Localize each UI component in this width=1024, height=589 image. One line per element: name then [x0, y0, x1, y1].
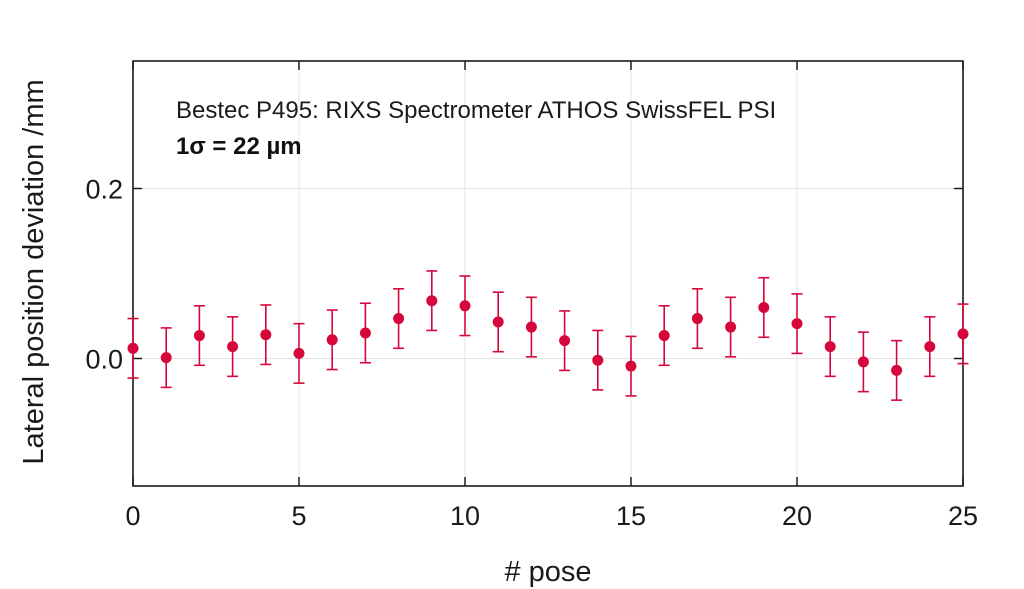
axis-ticks — [132, 61, 964, 486]
data-point — [924, 341, 936, 353]
data-point — [160, 352, 172, 364]
data-point — [592, 354, 604, 366]
data-point — [227, 341, 239, 353]
data-point — [691, 313, 703, 325]
y-tick-label: 0.2 — [85, 175, 123, 205]
x-tick-label: 0 — [125, 501, 140, 531]
data-point — [127, 342, 139, 354]
x-tick-label: 25 — [948, 501, 978, 531]
data-point — [459, 300, 471, 312]
data-point — [725, 321, 737, 333]
x-tick-label: 10 — [450, 501, 480, 531]
x-axis-label: # pose — [504, 556, 591, 588]
data-point — [260, 329, 272, 341]
data-point — [791, 318, 803, 330]
data-point — [393, 313, 405, 325]
y-tick-label: 0.0 — [85, 345, 123, 375]
data-point — [193, 330, 205, 342]
data-point — [857, 356, 869, 368]
x-tick-label: 5 — [291, 501, 306, 531]
annotation-sigma: 1σ = 22 µm — [176, 133, 302, 160]
data-point — [625, 360, 637, 372]
y-axis-label: Lateral position deviation /mm — [18, 79, 50, 464]
data-point — [293, 347, 305, 359]
data-point — [326, 334, 338, 346]
x-tick-label: 20 — [782, 501, 812, 531]
x-tick-label: 15 — [616, 501, 646, 531]
data-point — [359, 327, 371, 339]
data-point — [525, 321, 537, 333]
data-point — [824, 341, 836, 353]
data-point — [758, 302, 770, 313]
error-bars — [127, 270, 969, 401]
data-point — [891, 364, 903, 376]
tick-labels: 0 5 10 15 20 25 0.0 0.2 — [85, 175, 978, 532]
data-point — [426, 295, 438, 307]
data-point — [957, 328, 969, 340]
data-point — [492, 316, 504, 328]
annotation-title: Bestec P495: RIXS Spectrometer ATHOS Swi… — [176, 97, 776, 124]
data-point — [559, 335, 571, 347]
plot-frame — [132, 60, 964, 487]
data-point — [658, 330, 670, 342]
data-points — [127, 295, 969, 376]
gridlines — [132, 61, 964, 486]
